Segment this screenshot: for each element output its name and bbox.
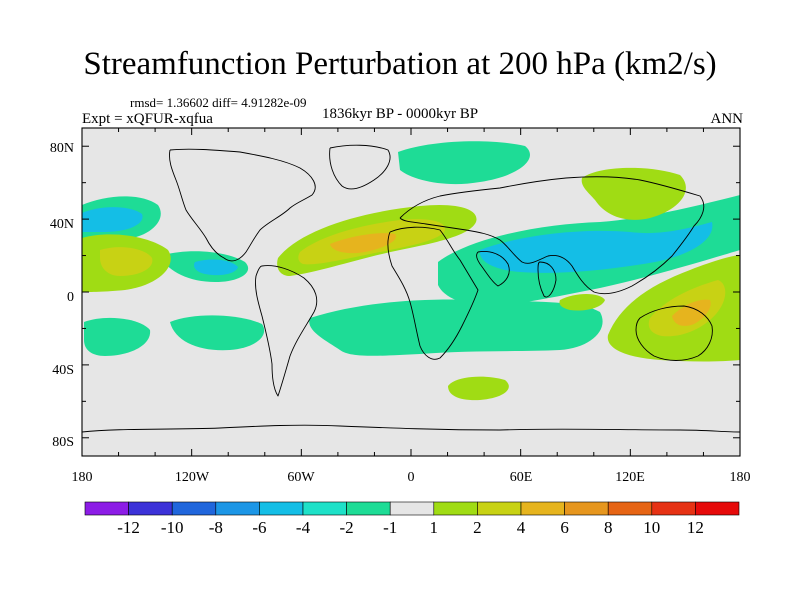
stats-line: rmsd= 1.36602 diff= 4.91282e-09 bbox=[130, 95, 307, 110]
colorbar-box-11 bbox=[520, 501, 565, 516]
colorbar-box-02 bbox=[128, 501, 173, 516]
contour-negative-southern-band bbox=[309, 299, 603, 356]
colorbar-label-neg6: -6 bbox=[252, 518, 266, 537]
experiment-line: Expt = xQFUR-xqfua bbox=[82, 111, 213, 127]
coastline-south-america bbox=[255, 265, 318, 397]
colorbar-box-12 bbox=[564, 501, 609, 516]
colorbar-label-pos2: 2 bbox=[473, 518, 482, 537]
period-label: 1836kyr BP - 0000kyr BP bbox=[322, 106, 479, 122]
contour-positive-southern-ocean bbox=[448, 376, 509, 401]
colorbar-label-neg2: -2 bbox=[340, 518, 354, 537]
coastline-australia bbox=[635, 305, 713, 361]
colorbar-box-06 bbox=[302, 501, 347, 516]
colorbar-label-neg1: -1 bbox=[383, 518, 397, 537]
colorbar-box-03 bbox=[171, 501, 217, 516]
season-label: ANN bbox=[710, 111, 744, 127]
colorbar-label-neg4: -4 bbox=[296, 518, 311, 537]
contour-positive-australia-core bbox=[672, 299, 711, 326]
contour-negative-arctic-atlantic bbox=[398, 141, 530, 185]
lon-label-0: 0 bbox=[408, 470, 415, 485]
colorbar-label-pos6: 6 bbox=[560, 518, 569, 537]
contour-positive-atlantic-core bbox=[330, 233, 396, 254]
colorbar-box-09 bbox=[433, 501, 478, 516]
colorbar-box-05 bbox=[259, 501, 304, 516]
colorbar-label-neg8: -8 bbox=[209, 518, 223, 537]
colorbar-label-pos4: 4 bbox=[517, 518, 526, 537]
contour-positive-indian-ocean-sliver bbox=[559, 294, 605, 311]
coastline-africa bbox=[387, 226, 479, 360]
lat-label-80s: 80S bbox=[52, 435, 74, 450]
colorbar-box-04 bbox=[215, 501, 260, 516]
colorbar-label-pos10: 10 bbox=[643, 518, 660, 537]
lat-label-80n: 80N bbox=[50, 141, 74, 156]
coastline-greenland bbox=[329, 144, 391, 190]
colorbar-box-01 bbox=[84, 501, 129, 516]
map-title: Streamfunction Perturbation at 200 hPa (… bbox=[83, 46, 717, 82]
lat-label-40n: 40N bbox=[50, 217, 74, 232]
coastline-antarctica bbox=[82, 424, 740, 433]
colorbar-box-13 bbox=[607, 501, 653, 516]
coastlines bbox=[82, 144, 740, 433]
colorbar: -12 -10 -8 -6 -4 -2 -1 1 2 4 6 8 10 12 bbox=[84, 501, 740, 537]
lat-label-equator: 0 bbox=[67, 290, 74, 305]
lon-label-60e: 60E bbox=[510, 470, 533, 485]
coastline-arabia-india bbox=[476, 251, 557, 298]
contour-negative-north-pacific-core bbox=[82, 207, 143, 232]
contour-positive-central-pacific-core bbox=[100, 247, 153, 276]
lon-label-60w: 60W bbox=[287, 470, 315, 485]
colorbar-box-07 bbox=[346, 501, 391, 516]
colorbar-box-10 bbox=[477, 501, 522, 516]
colorbar-box-08 bbox=[389, 501, 435, 516]
lon-label-180e: 180 bbox=[730, 470, 751, 485]
colorbar-box-15 bbox=[695, 501, 740, 516]
lat-label-40s: 40S bbox=[52, 363, 74, 378]
colorbar-label-neg10: -10 bbox=[161, 518, 184, 537]
colorbar-label-neg12: -12 bbox=[117, 518, 140, 537]
contour-negative-south-pacific-lobe bbox=[170, 315, 265, 351]
axis-ticks bbox=[81, 128, 741, 456]
contour-positive-nw-pacific bbox=[581, 167, 686, 220]
contour-negative-east-pacific-core bbox=[194, 259, 238, 276]
contour-negative-south-atlantic-lobe bbox=[84, 317, 151, 356]
colorbar-label-pos8: 8 bbox=[604, 518, 613, 537]
colorbar-box-14 bbox=[651, 501, 696, 516]
lon-label-120e: 120E bbox=[615, 470, 645, 485]
coastline-europe-asia bbox=[399, 176, 705, 295]
coastline-north-america bbox=[169, 148, 316, 262]
colorbar-label-pos1: 1 bbox=[430, 518, 439, 537]
contour-negative-africa-spot bbox=[461, 301, 482, 316]
lon-label-120w: 120W bbox=[175, 470, 210, 485]
lon-label-180w: 180 bbox=[72, 470, 93, 485]
colorbar-label-pos12: 12 bbox=[687, 518, 704, 537]
